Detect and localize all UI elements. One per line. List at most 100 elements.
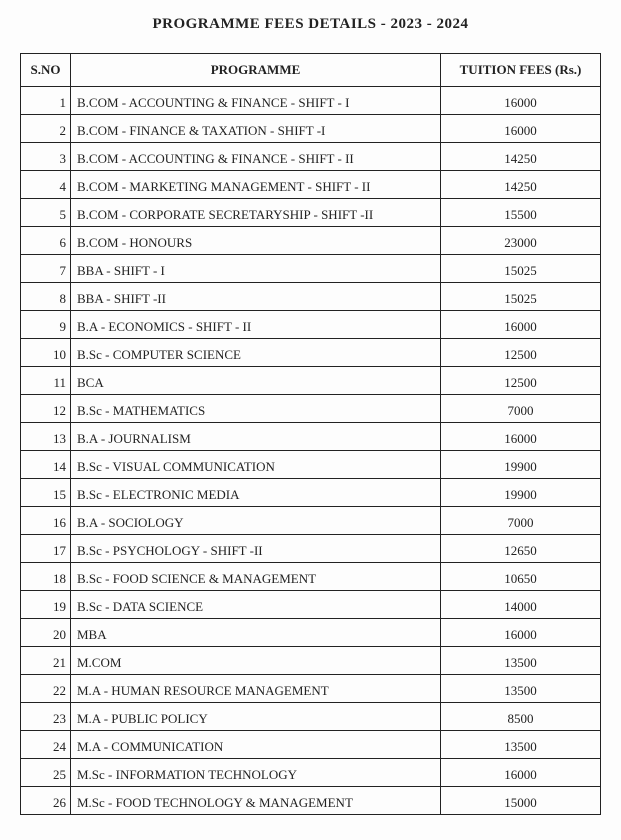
cell-fees: 23000 (441, 227, 601, 255)
cell-sno: 23 (21, 703, 71, 731)
cell-programme: B.Sc - ELECTRONIC MEDIA (71, 479, 441, 507)
cell-programme: B.Sc - COMPUTER SCIENCE (71, 339, 441, 367)
table-row: 2B.COM - FINANCE & TAXATION - SHIFT -I16… (21, 115, 601, 143)
cell-programme: M.A - PUBLIC POLICY (71, 703, 441, 731)
cell-programme: BBA - SHIFT -II (71, 283, 441, 311)
cell-fees: 7000 (441, 395, 601, 423)
cell-sno: 6 (21, 227, 71, 255)
table-row: 9B.A - ECONOMICS - SHIFT - II16000 (21, 311, 601, 339)
cell-sno: 25 (21, 759, 71, 787)
cell-programme: B.A - ECONOMICS - SHIFT - II (71, 311, 441, 339)
cell-fees: 7000 (441, 507, 601, 535)
cell-sno: 20 (21, 619, 71, 647)
table-row: 11BCA12500 (21, 367, 601, 395)
cell-programme: M.Sc - FOOD TECHNOLOGY & MANAGEMENT (71, 787, 441, 815)
cell-programme: B.COM - MARKETING MANAGEMENT - SHIFT - I… (71, 171, 441, 199)
table-row: 25M.Sc - INFORMATION TECHNOLOGY16000 (21, 759, 601, 787)
cell-sno: 22 (21, 675, 71, 703)
cell-fees: 16000 (441, 423, 601, 451)
cell-sno: 14 (21, 451, 71, 479)
cell-sno: 9 (21, 311, 71, 339)
cell-sno: 5 (21, 199, 71, 227)
cell-programme: B.COM - ACCOUNTING & FINANCE - SHIFT - I (71, 87, 441, 115)
cell-sno: 2 (21, 115, 71, 143)
table-row: 5B.COM - CORPORATE SECRETARYSHIP - SHIFT… (21, 199, 601, 227)
cell-programme: B.Sc - VISUAL COMMUNICATION (71, 451, 441, 479)
cell-sno: 10 (21, 339, 71, 367)
cell-programme: MBA (71, 619, 441, 647)
table-row: 3B.COM - ACCOUNTING & FINANCE - SHIFT - … (21, 143, 601, 171)
cell-sno: 17 (21, 535, 71, 563)
cell-sno: 13 (21, 423, 71, 451)
table-row: 16B.A - SOCIOLOGY7000 (21, 507, 601, 535)
cell-fees: 12500 (441, 367, 601, 395)
cell-fees: 16000 (441, 311, 601, 339)
table-row: 17B.Sc - PSYCHOLOGY - SHIFT -II12650 (21, 535, 601, 563)
cell-programme: B.Sc - DATA SCIENCE (71, 591, 441, 619)
cell-fees: 13500 (441, 731, 601, 759)
table-header-row: S.NO PROGRAMME TUITION FEES (Rs.) (21, 54, 601, 87)
cell-fees: 13500 (441, 647, 601, 675)
cell-programme: BBA - SHIFT - I (71, 255, 441, 283)
cell-sno: 16 (21, 507, 71, 535)
table-row: 24M.A - COMMUNICATION13500 (21, 731, 601, 759)
cell-sno: 7 (21, 255, 71, 283)
table-row: 13B.A - JOURNALISM16000 (21, 423, 601, 451)
table-row: 6B.COM - HONOURS23000 (21, 227, 601, 255)
fees-table: S.NO PROGRAMME TUITION FEES (Rs.) 1B.COM… (20, 53, 601, 815)
table-row: 18B.Sc - FOOD SCIENCE & MANAGEMENT10650 (21, 563, 601, 591)
cell-fees: 16000 (441, 759, 601, 787)
cell-programme: B.A - JOURNALISM (71, 423, 441, 451)
page-title: PROGRAMME FEES DETAILS - 2023 - 2024 (20, 16, 601, 33)
table-row: 10B.Sc - COMPUTER SCIENCE12500 (21, 339, 601, 367)
cell-programme: B.COM - CORPORATE SECRETARYSHIP - SHIFT … (71, 199, 441, 227)
cell-fees: 19900 (441, 451, 601, 479)
cell-sno: 24 (21, 731, 71, 759)
cell-sno: 26 (21, 787, 71, 815)
cell-programme: M.A - COMMUNICATION (71, 731, 441, 759)
table-row: 22M.A - HUMAN RESOURCE MANAGEMENT13500 (21, 675, 601, 703)
cell-programme: B.Sc - PSYCHOLOGY - SHIFT -II (71, 535, 441, 563)
cell-fees: 16000 (441, 619, 601, 647)
cell-programme: M.COM (71, 647, 441, 675)
cell-sno: 21 (21, 647, 71, 675)
table-row: 26M.Sc - FOOD TECHNOLOGY & MANAGEMENT150… (21, 787, 601, 815)
cell-programme: B.COM - ACCOUNTING & FINANCE - SHIFT - I… (71, 143, 441, 171)
table-row: 4B.COM - MARKETING MANAGEMENT - SHIFT - … (21, 171, 601, 199)
cell-programme: B.Sc - MATHEMATICS (71, 395, 441, 423)
cell-fees: 14000 (441, 591, 601, 619)
table-row: 1B.COM - ACCOUNTING & FINANCE - SHIFT - … (21, 87, 601, 115)
cell-sno: 3 (21, 143, 71, 171)
cell-fees: 16000 (441, 115, 601, 143)
cell-sno: 11 (21, 367, 71, 395)
cell-fees: 14250 (441, 143, 601, 171)
cell-fees: 15025 (441, 283, 601, 311)
table-row: 21M.COM13500 (21, 647, 601, 675)
table-row: 20MBA16000 (21, 619, 601, 647)
cell-fees: 14250 (441, 171, 601, 199)
cell-sno: 19 (21, 591, 71, 619)
cell-fees: 12650 (441, 535, 601, 563)
table-row: 7BBA - SHIFT - I15025 (21, 255, 601, 283)
cell-fees: 15000 (441, 787, 601, 815)
cell-fees: 15500 (441, 199, 601, 227)
cell-sno: 18 (21, 563, 71, 591)
cell-fees: 8500 (441, 703, 601, 731)
page: PROGRAMME FEES DETAILS - 2023 - 2024 S.N… (0, 0, 621, 840)
table-body: 1B.COM - ACCOUNTING & FINANCE - SHIFT - … (21, 87, 601, 815)
cell-programme: B.COM - HONOURS (71, 227, 441, 255)
cell-sno: 4 (21, 171, 71, 199)
cell-sno: 8 (21, 283, 71, 311)
cell-sno: 15 (21, 479, 71, 507)
cell-programme: M.Sc - INFORMATION TECHNOLOGY (71, 759, 441, 787)
cell-fees: 16000 (441, 87, 601, 115)
table-row: 15B.Sc - ELECTRONIC MEDIA19900 (21, 479, 601, 507)
table-row: 19B.Sc - DATA SCIENCE14000 (21, 591, 601, 619)
cell-programme: B.Sc - FOOD SCIENCE & MANAGEMENT (71, 563, 441, 591)
cell-programme: B.COM - FINANCE & TAXATION - SHIFT -I (71, 115, 441, 143)
col-header-sno: S.NO (21, 54, 71, 87)
col-header-programme: PROGRAMME (71, 54, 441, 87)
col-header-fees: TUITION FEES (Rs.) (441, 54, 601, 87)
cell-programme: B.A - SOCIOLOGY (71, 507, 441, 535)
table-row: 12B.Sc - MATHEMATICS7000 (21, 395, 601, 423)
